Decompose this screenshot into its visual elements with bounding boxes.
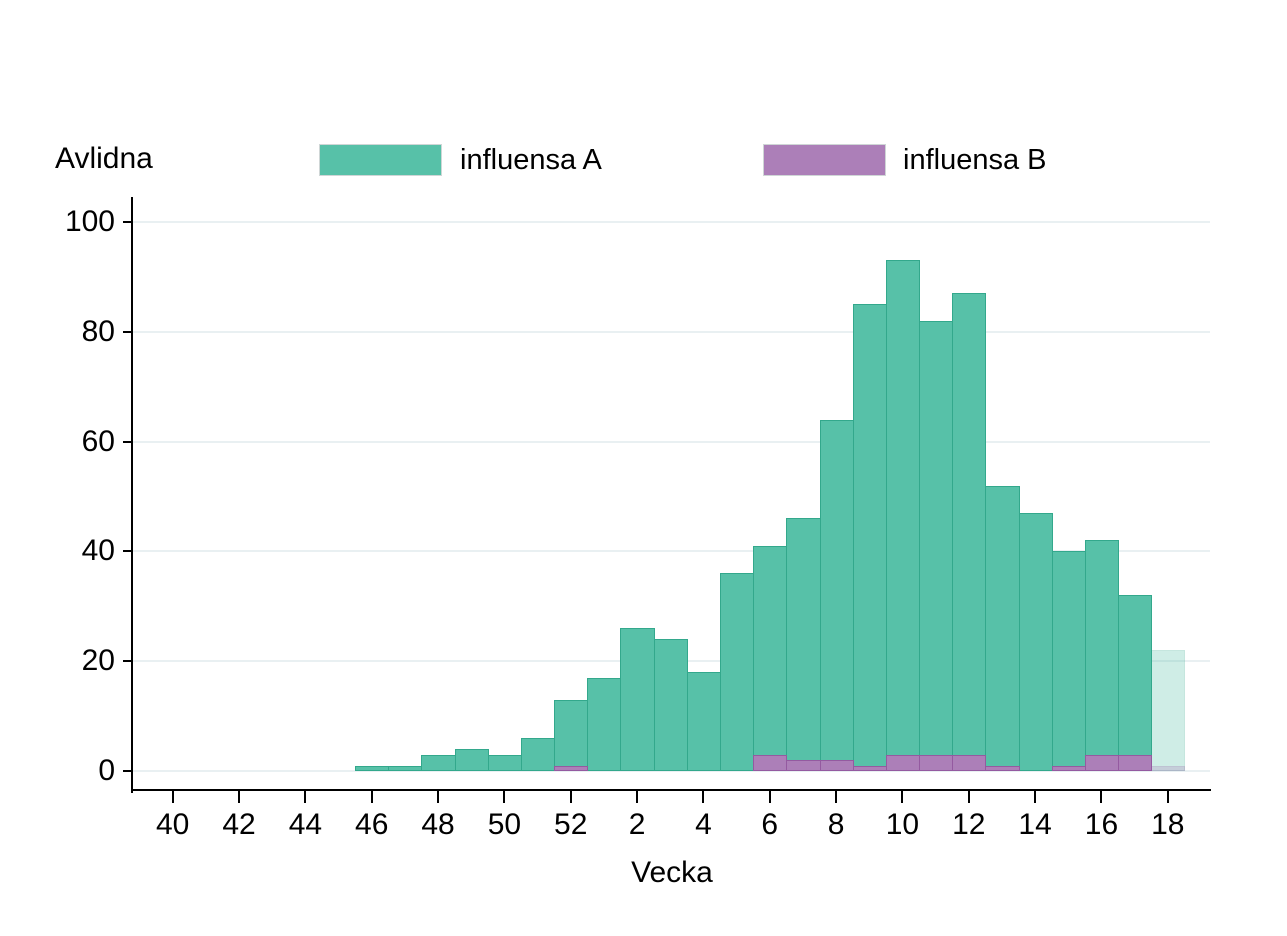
bar-influensa-b-week-52 bbox=[554, 765, 589, 771]
x-tick-label: 48 bbox=[421, 808, 455, 841]
bar-influensa-a-week-6 bbox=[753, 545, 788, 771]
x-tick-mark bbox=[768, 790, 771, 803]
bar-influensa-a-week-4 bbox=[686, 672, 721, 771]
x-axis-line bbox=[131, 789, 1211, 791]
x-tick-mark bbox=[238, 790, 241, 803]
x-tick-label: 10 bbox=[885, 808, 920, 841]
bar-influensa-b-week-16 bbox=[1084, 754, 1120, 771]
bar-influensa-b-week-8 bbox=[819, 760, 854, 771]
bar-influensa-a-week-14 bbox=[1018, 512, 1053, 771]
x-tick-mark bbox=[702, 790, 705, 803]
gridline bbox=[133, 770, 1210, 772]
gridline bbox=[133, 550, 1210, 553]
bar-influensa-b-week-17 bbox=[1118, 754, 1153, 771]
x-tick-label: 42 bbox=[222, 808, 256, 841]
bar-influensa-a-week-5 bbox=[720, 573, 755, 771]
x-tick-mark bbox=[901, 790, 904, 803]
bar-influensa-a-week-47 bbox=[388, 765, 423, 771]
bar-influensa-a-week-1 bbox=[587, 677, 622, 771]
bar-influensa-b-week-7 bbox=[786, 760, 821, 771]
bar-influensa-a-week-16 bbox=[1084, 540, 1120, 771]
bar-influensa-a-week-3 bbox=[653, 639, 688, 771]
legend-influensa-a-label: influensa A bbox=[460, 144, 602, 176]
gridline bbox=[133, 330, 1210, 333]
y-tick-label: 80 bbox=[81, 314, 115, 348]
x-tick-mark bbox=[1166, 790, 1169, 803]
bar-influensa-a-week-49 bbox=[454, 749, 489, 771]
x-tick-label: 6 bbox=[761, 808, 779, 841]
bar-influensa-a-week-15 bbox=[1051, 551, 1086, 771]
x-tick-label: 44 bbox=[288, 808, 323, 841]
bar-influensa-a-week-48 bbox=[421, 754, 456, 771]
x-tick-mark bbox=[569, 790, 572, 803]
bar-influensa-b-week-13 bbox=[985, 765, 1020, 771]
x-tick-label: 14 bbox=[1018, 808, 1052, 841]
bar-influensa-a-week-50 bbox=[487, 754, 522, 771]
x-tick-label: 52 bbox=[554, 808, 588, 841]
x-tick-mark bbox=[370, 790, 373, 803]
bar-influensa-a-week-51 bbox=[520, 738, 556, 771]
x-tick-mark bbox=[967, 790, 970, 803]
bar-influensa-a-week-12 bbox=[952, 293, 987, 771]
x-tick-mark bbox=[171, 790, 174, 803]
y-tick-label: 100 bbox=[64, 205, 115, 238]
gridline bbox=[133, 440, 1210, 443]
x-tick-mark bbox=[1034, 790, 1037, 803]
y-axis-line bbox=[131, 197, 133, 793]
x-axis-title: Vecka bbox=[631, 856, 713, 889]
bar-influensa-a-week-18 bbox=[1151, 650, 1186, 771]
x-tick-mark bbox=[503, 790, 506, 803]
x-tick-label: 46 bbox=[355, 808, 389, 841]
bar-influensa-a-week-52 bbox=[554, 699, 589, 771]
bar-influensa-a-week-2 bbox=[620, 628, 655, 771]
bar-influensa-b-week-10 bbox=[885, 754, 920, 771]
y-tick-label: 40 bbox=[81, 534, 115, 568]
chart-title: Avlidna bbox=[55, 142, 153, 175]
y-tick-label: 20 bbox=[81, 644, 115, 678]
legend-influensa-b-label: influensa B bbox=[903, 144, 1047, 176]
x-tick-mark bbox=[835, 790, 838, 803]
bar-influensa-b-week-11 bbox=[919, 754, 954, 771]
bar-influensa-b-week-9 bbox=[852, 765, 887, 771]
x-tick-label: 2 bbox=[628, 808, 646, 841]
bar-influensa-a-week-8 bbox=[819, 419, 854, 771]
x-tick-mark bbox=[636, 790, 639, 803]
x-tick-label: 8 bbox=[827, 808, 845, 841]
x-tick-mark bbox=[437, 790, 440, 803]
x-tick-label: 4 bbox=[695, 808, 712, 841]
x-tick-label: 16 bbox=[1084, 808, 1119, 841]
y-tick-mark bbox=[123, 660, 133, 663]
bar-influensa-a-week-13 bbox=[985, 485, 1020, 771]
y-tick-mark bbox=[123, 440, 133, 443]
bar-influensa-a-week-46 bbox=[355, 765, 390, 771]
x-tick-label: 12 bbox=[952, 808, 986, 841]
bar-influensa-b-week-15 bbox=[1051, 765, 1086, 771]
bar-influensa-a-week-9 bbox=[852, 304, 887, 771]
x-tick-mark bbox=[304, 790, 307, 803]
bar-influensa-a-week-10 bbox=[885, 260, 920, 771]
bar-influensa-a-week-7 bbox=[786, 518, 821, 771]
legend-influensa-a-swatch bbox=[319, 144, 442, 176]
x-tick-mark bbox=[1100, 790, 1103, 803]
y-tick-label: 0 bbox=[98, 754, 115, 787]
legend-influensa-b-swatch bbox=[763, 144, 886, 176]
y-tick-mark bbox=[123, 330, 133, 333]
x-tick-label: 40 bbox=[156, 808, 190, 841]
bar-influensa-b-week-6 bbox=[753, 754, 788, 771]
x-tick-label: 50 bbox=[487, 808, 522, 841]
y-tick-label: 60 bbox=[81, 424, 115, 458]
bar-influensa-a-week-17 bbox=[1118, 595, 1153, 771]
y-tick-mark bbox=[123, 770, 133, 772]
gridline bbox=[133, 221, 1210, 223]
x-tick-label: 18 bbox=[1151, 808, 1185, 841]
y-tick-mark bbox=[123, 550, 133, 553]
bar-influensa-a-week-11 bbox=[919, 320, 954, 771]
bar-influensa-b-week-12 bbox=[952, 754, 987, 771]
y-tick-mark bbox=[123, 221, 133, 223]
bar-influensa-b-week-18 bbox=[1151, 765, 1186, 771]
